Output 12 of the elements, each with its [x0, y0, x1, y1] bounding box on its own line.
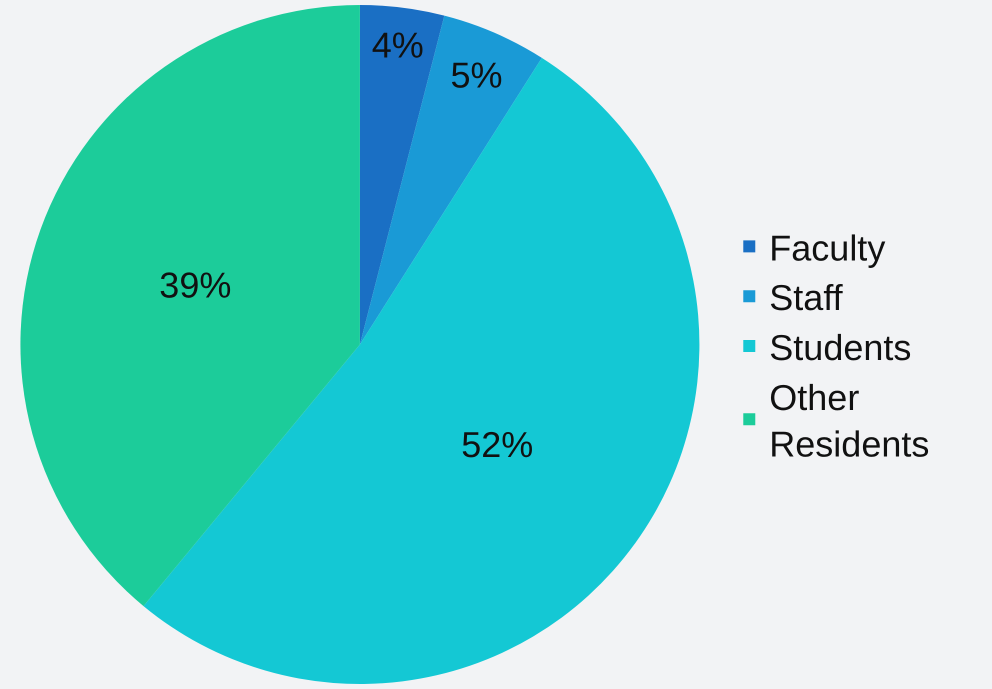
data-label: 52%	[461, 424, 534, 465]
pie-slice	[144, 58, 700, 684]
legend-label: Staff	[769, 277, 844, 318]
data-label: 4%	[372, 24, 424, 66]
data-label: 5%	[450, 54, 503, 96]
legend-label: Other Residents	[769, 376, 930, 465]
pie-slice	[360, 16, 542, 344]
pie-slice	[360, 5, 444, 344]
legend-label: Faculty	[769, 227, 886, 268]
legend-label: Students	[769, 327, 912, 368]
pie-slice	[20, 5, 360, 606]
data-label: 39%	[159, 264, 232, 306]
